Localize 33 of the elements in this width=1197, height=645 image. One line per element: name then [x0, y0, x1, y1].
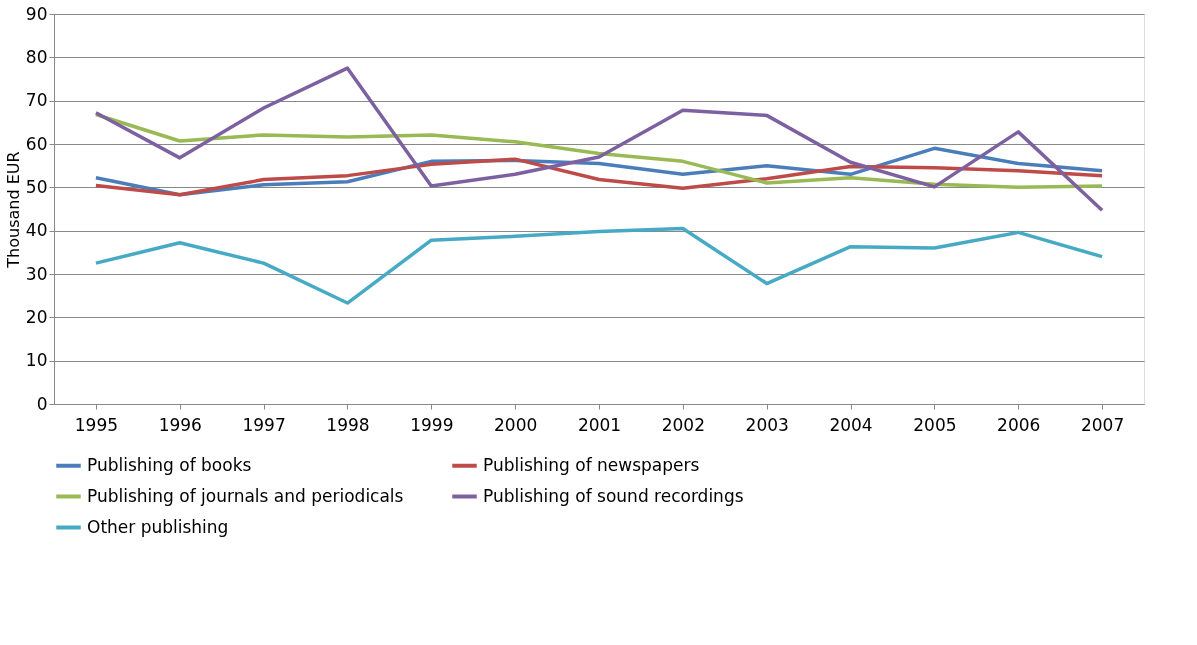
x-tick-label: 2004	[829, 414, 873, 435]
x-tick-label: 1995	[74, 414, 119, 435]
y-tick-label: 40	[25, 220, 48, 241]
line-series	[94, 226, 1104, 305]
y-tick-label: 90	[25, 3, 48, 24]
x-tick-label: 1999	[410, 414, 454, 435]
y-tick-label: 80	[25, 46, 48, 67]
line-series	[94, 157, 1104, 197]
x-tick-label: 2003	[745, 414, 789, 435]
y-tick-label: 30	[25, 263, 48, 284]
y-tick-label: 70	[25, 90, 48, 111]
line-series	[94, 112, 1104, 190]
x-tick-label: 2007	[1080, 414, 1125, 435]
x-tick-label: 1998	[326, 414, 370, 435]
y-axis-title: Thousand EUR	[3, 151, 23, 269]
y-tick-label: 50	[25, 176, 48, 197]
x-tick-label: 2001	[577, 414, 622, 435]
legend-label: Publishing of books	[87, 454, 252, 475]
x-tick-label: 1997	[242, 414, 286, 435]
x-tick-label: 2006	[997, 414, 1041, 435]
y-tick-label: 0	[36, 393, 48, 414]
y-tick-label: 10	[25, 350, 48, 371]
y-tick-label: 60	[25, 133, 48, 154]
x-tick-label: 2002	[661, 414, 705, 435]
x-tick-label: 1996	[158, 414, 202, 435]
y-tick-label: 20	[25, 306, 48, 327]
x-tick-label: 2005	[913, 414, 957, 435]
legend-label: Other publishing	[87, 516, 229, 537]
legend-label: Publishing of journals and periodicals	[87, 485, 404, 506]
legend-label: Publishing of newspapers	[483, 454, 700, 475]
line-series	[94, 66, 1104, 213]
legend-label: Publishing of sound recordings	[483, 485, 744, 506]
x-tick-label: 2000	[494, 414, 538, 435]
